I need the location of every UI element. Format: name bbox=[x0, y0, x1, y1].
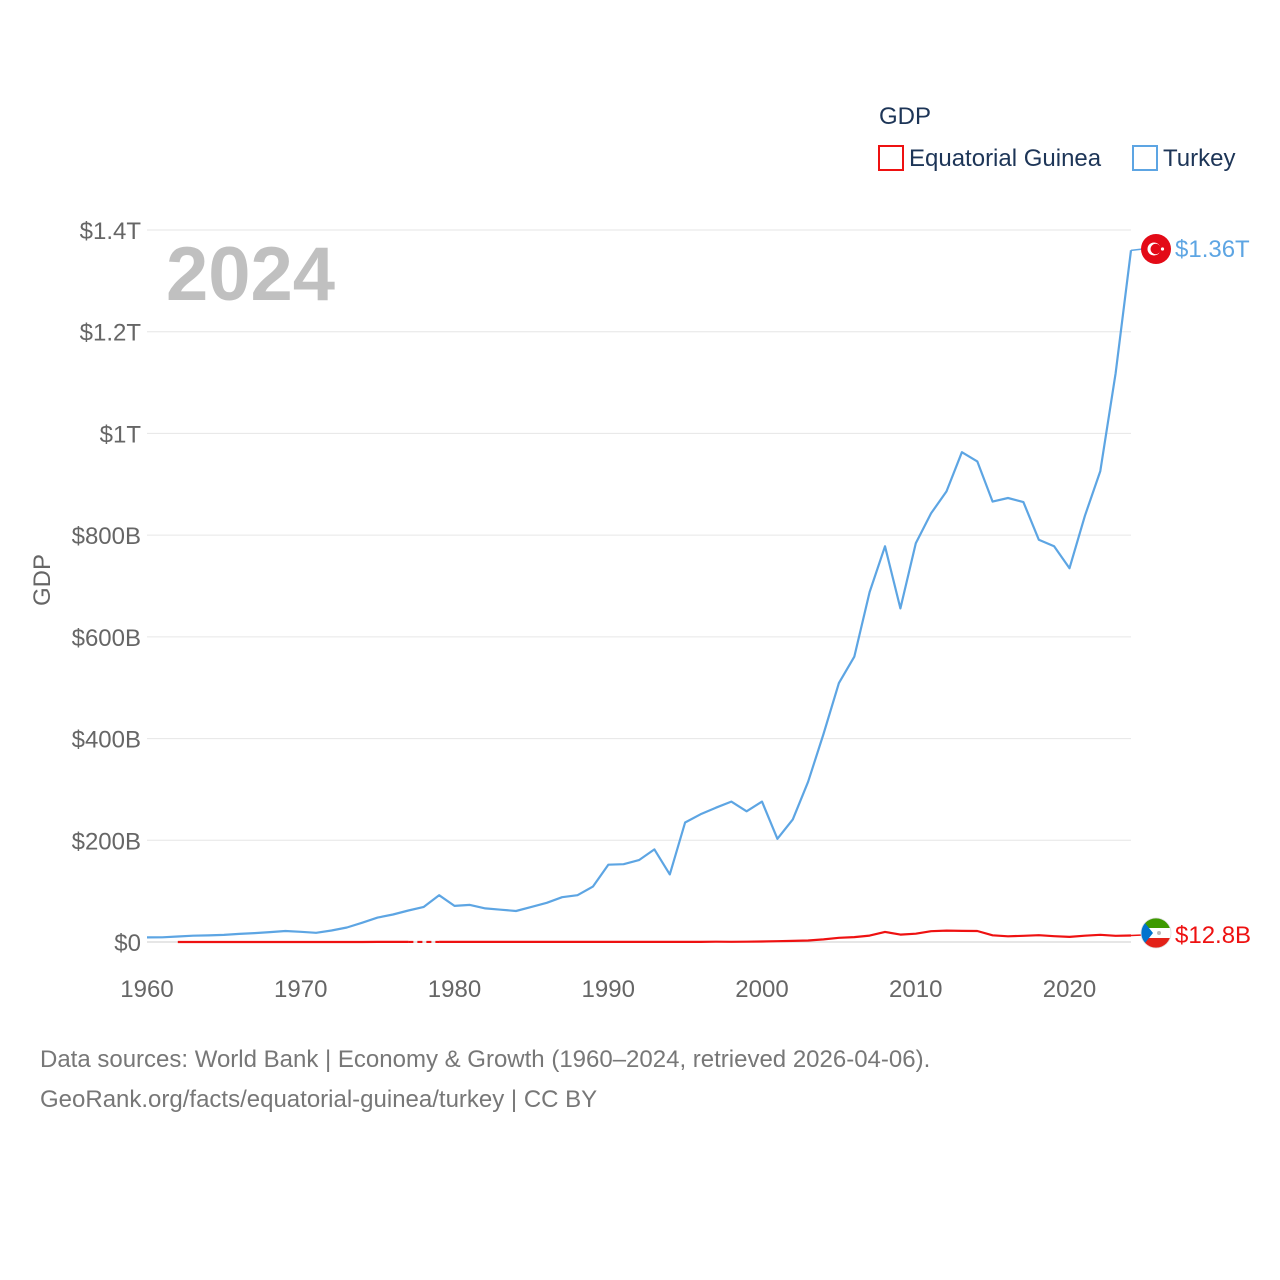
flag-body bbox=[1141, 918, 1171, 948]
flag-green-stripe bbox=[1141, 918, 1171, 928]
y-axis-ticks: $0 $200B $400B $600B $800B $1T $1.2T $1.4T bbox=[72, 218, 142, 957]
turkey-end-connector bbox=[1130, 248, 1144, 252]
equatorial-guinea-line bbox=[439, 929, 1132, 944]
x-tick-label: 2000 bbox=[735, 976, 788, 1003]
x-tick-label: 1980 bbox=[428, 976, 481, 1003]
turkey-line bbox=[146, 250, 1133, 939]
flag-red-stripe bbox=[1141, 938, 1171, 948]
equatorial-guinea-flag-icon bbox=[1140, 917, 1172, 949]
x-tick-label: 1990 bbox=[582, 976, 635, 1003]
source-note: Data sources: World Bank | Economy & Gro… bbox=[40, 1040, 1240, 1120]
equatorial-guinea-end-value: $12.8B bbox=[1175, 922, 1251, 949]
x-tick-label: 2010 bbox=[889, 976, 942, 1003]
legend-item-turkey: Turkey bbox=[1132, 145, 1235, 172]
turkey-flag-icon bbox=[1141, 234, 1171, 264]
legend-item-equatorial-guinea: Equatorial Guinea bbox=[878, 145, 1102, 172]
y-tick-label: $1T bbox=[100, 421, 142, 448]
x-axis-ticks: 1960 1970 1980 1990 2000 2010 2020 bbox=[120, 976, 1096, 1003]
x-tick-label: 1960 bbox=[120, 976, 173, 1003]
gridlines bbox=[147, 229, 1131, 943]
legend: GDP Equatorial Guinea Turkey bbox=[878, 103, 1235, 172]
y-tick-label: $200B bbox=[72, 828, 141, 855]
series-end-labels: $12.8B $1.36T bbox=[1130, 234, 1251, 949]
legend-label: Turkey bbox=[1163, 145, 1235, 172]
flag-emblem bbox=[1157, 931, 1161, 935]
legend-swatch bbox=[1132, 145, 1158, 171]
flag-blue-triangle bbox=[1141, 918, 1153, 948]
legend-swatch bbox=[878, 145, 904, 171]
y-tick-label: $0 bbox=[114, 930, 141, 957]
year-label: 2024 bbox=[166, 232, 335, 317]
flag-outline bbox=[1140, 917, 1172, 949]
y-tick-label: $1.2T bbox=[80, 320, 142, 347]
y-tick-label: $400B bbox=[72, 727, 141, 754]
flag-star-dot bbox=[1160, 247, 1165, 251]
y-axis-title: GDP bbox=[29, 554, 56, 606]
y-tick-label: $1.4T bbox=[80, 218, 142, 245]
x-tick-label: 1970 bbox=[274, 976, 327, 1003]
y-tick-label: $600B bbox=[72, 625, 141, 652]
legend-title: GDP bbox=[879, 103, 931, 130]
flag-crescent-inner bbox=[1150, 243, 1161, 255]
source-line-2[interactable]: GeoRank.org/facts/equatorial-guinea/turk… bbox=[40, 1086, 598, 1113]
turkey-end-value: $1.36T bbox=[1175, 236, 1250, 263]
x-tick-label: 2020 bbox=[1043, 976, 1096, 1003]
legend-label: Equatorial Guinea bbox=[909, 145, 1102, 172]
flag-white-stripe bbox=[1141, 928, 1171, 938]
y-tick-label: $800B bbox=[72, 523, 141, 550]
series-lines bbox=[146, 250, 1133, 944]
source-line-1: Data sources: World Bank | Economy & Gro… bbox=[40, 1046, 931, 1073]
